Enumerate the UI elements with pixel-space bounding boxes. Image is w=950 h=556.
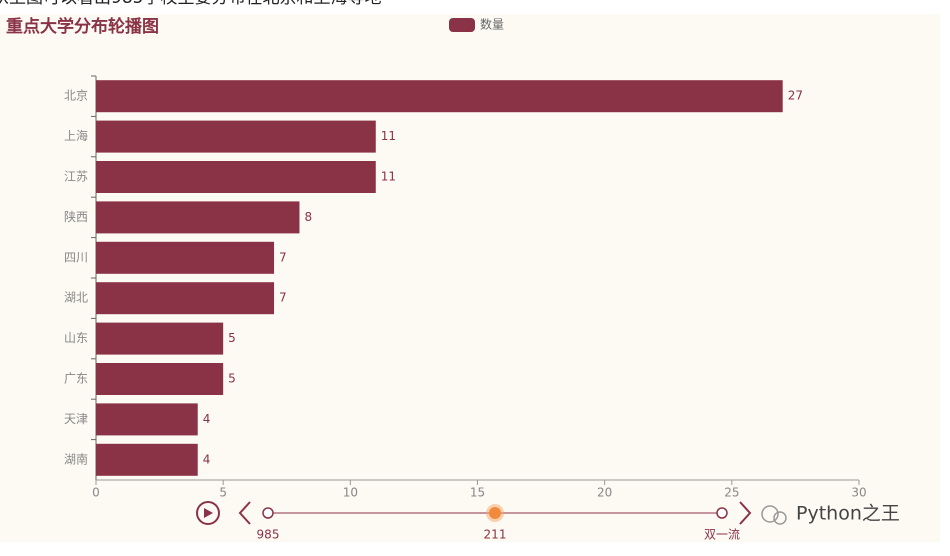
x-tick-label: 10 [343,486,358,500]
timeline-label[interactable]: 双一流 [704,528,740,542]
y-tick-label: 江苏 [64,170,88,184]
value-label: 27 [788,89,803,103]
value-label: 4 [203,452,211,466]
watermark-text: Python之王 [796,503,900,525]
value-label: 5 [228,331,236,345]
value-label: 5 [228,372,236,386]
y-tick-label: 湖南 [64,451,88,466]
timeline-dot[interactable] [262,507,274,519]
y-tick-label: 上海 [64,128,88,143]
bar [96,241,275,274]
y-tick-label: 天津 [64,412,88,426]
bar [96,80,783,113]
value-label: 11 [381,170,396,184]
bar [96,322,224,355]
caption: 从上图可以看出985学校主要分布在北京和上海等地 [0,0,381,8]
y-tick-label: 四川 [64,250,88,264]
x-tick-label: 30 [851,486,866,500]
timeline-label[interactable]: 211 [484,528,507,542]
value-label: 4 [203,412,211,426]
play-icon[interactable] [204,508,213,518]
play-button[interactable] [196,501,220,525]
x-tick-label: 0 [92,486,100,500]
value-label: 7 [279,250,287,264]
bar [96,443,198,476]
legend-label: 数量 [480,17,504,32]
value-label: 7 [279,291,287,305]
timeline-dot[interactable] [716,507,728,519]
x-tick-label: 5 [219,486,227,500]
y-tick-label: 山东 [64,331,88,345]
timeline-dot[interactable] [489,507,501,519]
prev-button[interactable] [238,501,251,525]
y-tick-label: 湖北 [64,290,88,305]
bar [96,282,275,315]
next-button[interactable] [739,501,752,525]
value-label: 8 [304,210,312,224]
bar [96,403,198,436]
y-tick-label: 北京 [64,89,88,103]
chart-title: 重点大学分布轮播图 [6,16,159,37]
bar [96,201,300,234]
y-tick-label: 广东 [64,372,88,386]
x-tick-label: 20 [597,486,612,500]
bar [96,363,224,395]
watermark: Python之王 [761,503,900,525]
value-label: 11 [381,129,396,143]
legend-swatch [449,18,475,32]
x-tick-label: 15 [470,486,485,500]
bar [96,161,376,193]
y-tick-label: 陕西 [64,209,88,224]
bar [96,120,376,153]
x-tick-label: 25 [724,486,739,500]
timeline-label[interactable]: 985 [257,528,280,542]
